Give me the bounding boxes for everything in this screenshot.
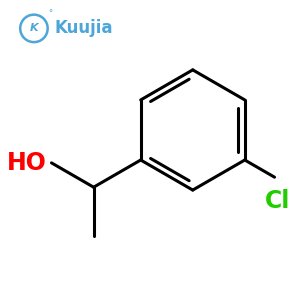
Text: °: ° [48, 9, 52, 18]
Text: K: K [30, 23, 38, 33]
Text: Kuujia: Kuujia [55, 20, 113, 38]
Text: HO: HO [7, 151, 47, 175]
Text: Cl: Cl [265, 189, 290, 213]
